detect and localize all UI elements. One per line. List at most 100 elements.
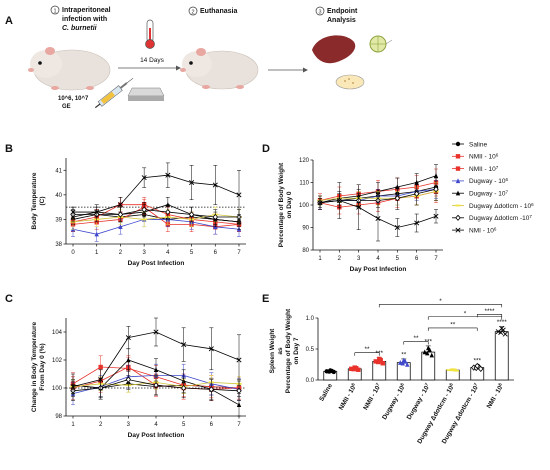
data-point: [236, 387, 242, 394]
data-point: [376, 359, 381, 365]
marker-stroke: [98, 377, 104, 383]
step-3-line-2: Analysis: [327, 17, 356, 24]
panel-label-b: B: [5, 143, 13, 155]
legend-marker: [455, 166, 461, 171]
x-tick-label: 3: [127, 422, 131, 428]
step-3-number-circle: [315, 6, 325, 16]
legend-label: NMII - 106: [469, 152, 499, 161]
legend-item: Saline: [452, 141, 487, 148]
data-point: [502, 331, 508, 337]
y-axis-label: on Day 0: [286, 191, 293, 218]
data-point: [429, 352, 434, 358]
legend-item: Dugway - 107: [452, 189, 509, 198]
legend-label: Dugway ΔdotIcm - 106: [469, 201, 534, 210]
x-tick-label: 2: [338, 256, 342, 262]
y-tick-label: 38: [55, 242, 62, 248]
y-tick-label: 0.5: [306, 347, 315, 353]
data-point: [153, 367, 159, 372]
significance-label: **: [401, 351, 407, 358]
y-tick-label: 80: [302, 248, 309, 254]
marker-stroke: [433, 213, 439, 219]
y-axis-label: Percentage of Body Weight: [285, 308, 292, 393]
legend-marker: [455, 190, 461, 196]
series-7: [70, 162, 242, 220]
step-2-number-circle: [188, 6, 198, 16]
data-point: [394, 195, 401, 202]
series-line: [72, 219, 240, 235]
data-point: [189, 180, 195, 186]
series-line: [73, 174, 240, 213]
x-tick-label: 2: [99, 422, 103, 428]
y-tick-label: 41: [55, 168, 62, 174]
data-point: [94, 209, 100, 215]
x-tick-label: Saline: [318, 382, 334, 402]
x-tick-label: 1: [95, 250, 99, 256]
duration-label: 14 Days: [140, 57, 165, 64]
marker-stroke: [455, 227, 461, 233]
marker-stroke: [117, 202, 123, 208]
marker-stroke: [394, 224, 400, 231]
legend-item: NMII - 106: [452, 152, 499, 161]
x-tick-label: 4: [154, 422, 158, 428]
data-point: [394, 224, 400, 231]
y-tick-label: 1.0: [306, 316, 315, 322]
thermometer-icon: [145, 19, 155, 49]
marker-stroke: [208, 346, 214, 352]
step-2-line-1: Euthanasia: [200, 8, 237, 15]
step-2-number: 2: [191, 10, 194, 16]
x-tick-label: NMII - 107: [361, 381, 383, 411]
step-1-line-2: infection with: [62, 16, 107, 23]
y-tick-label: 110: [299, 181, 309, 187]
marker-stroke: [70, 384, 76, 390]
legend-item: Dugway - 106: [452, 177, 509, 185]
marker-stroke: [141, 175, 147, 181]
bracket-label: **: [450, 321, 456, 328]
data-point: [98, 364, 103, 370]
legend-marker: [455, 154, 461, 159]
series-7: [317, 182, 439, 242]
legend-item: NMI - 106: [452, 226, 497, 235]
x-tick-label: 4: [376, 256, 380, 262]
marker-stroke: [165, 172, 171, 178]
marker-stroke: [125, 335, 131, 341]
data-point: [422, 349, 427, 355]
data-point: [236, 357, 242, 363]
x-axis-label: Day Post Infection: [128, 260, 185, 267]
y-axis-label: Spleen Weight: [269, 328, 276, 373]
data-point: [94, 231, 99, 237]
data-point: [450, 368, 456, 371]
data-point: [356, 367, 361, 372]
arrow-1-head: [176, 65, 181, 71]
step-3: 3 Endpoint Analysis: [315, 6, 358, 24]
spleen-icon: [312, 35, 356, 64]
legend-item: Dugway ΔdotIcm -107: [452, 214, 532, 222]
legend-label: NMI - 106: [469, 226, 497, 235]
marker-stroke: [356, 204, 362, 210]
x-tick-label: 6: [210, 422, 214, 428]
data-point: [433, 186, 439, 193]
data-point: [118, 224, 123, 229]
x-tick-label: 3: [357, 256, 361, 262]
marker-stroke: [70, 209, 76, 215]
data-point: [165, 172, 171, 178]
data-point: [352, 365, 357, 370]
x-tick-label: 5: [396, 256, 400, 262]
legend-marker: [455, 141, 461, 147]
data-point: [405, 361, 410, 367]
x-tick-label: 1: [318, 256, 322, 262]
y-tick-label: 102: [52, 358, 63, 364]
marker-stroke: [499, 325, 505, 331]
legend-label: NMII - 107: [469, 164, 499, 173]
x-tick-label: Dugway - 106: [380, 381, 408, 421]
data-point: [70, 384, 76, 390]
bracket-label: ****: [484, 308, 495, 315]
data-point: [208, 386, 215, 393]
y-axis-label: (C): [39, 196, 46, 205]
data-point: [401, 357, 406, 363]
bracket-label: *: [464, 310, 467, 317]
data-point: [117, 202, 123, 208]
y-tick-label: 90: [302, 226, 309, 232]
x-axis-label: Day Post Infection: [128, 432, 185, 439]
y-tick-label: 39: [55, 217, 62, 223]
data-point: [141, 206, 147, 213]
